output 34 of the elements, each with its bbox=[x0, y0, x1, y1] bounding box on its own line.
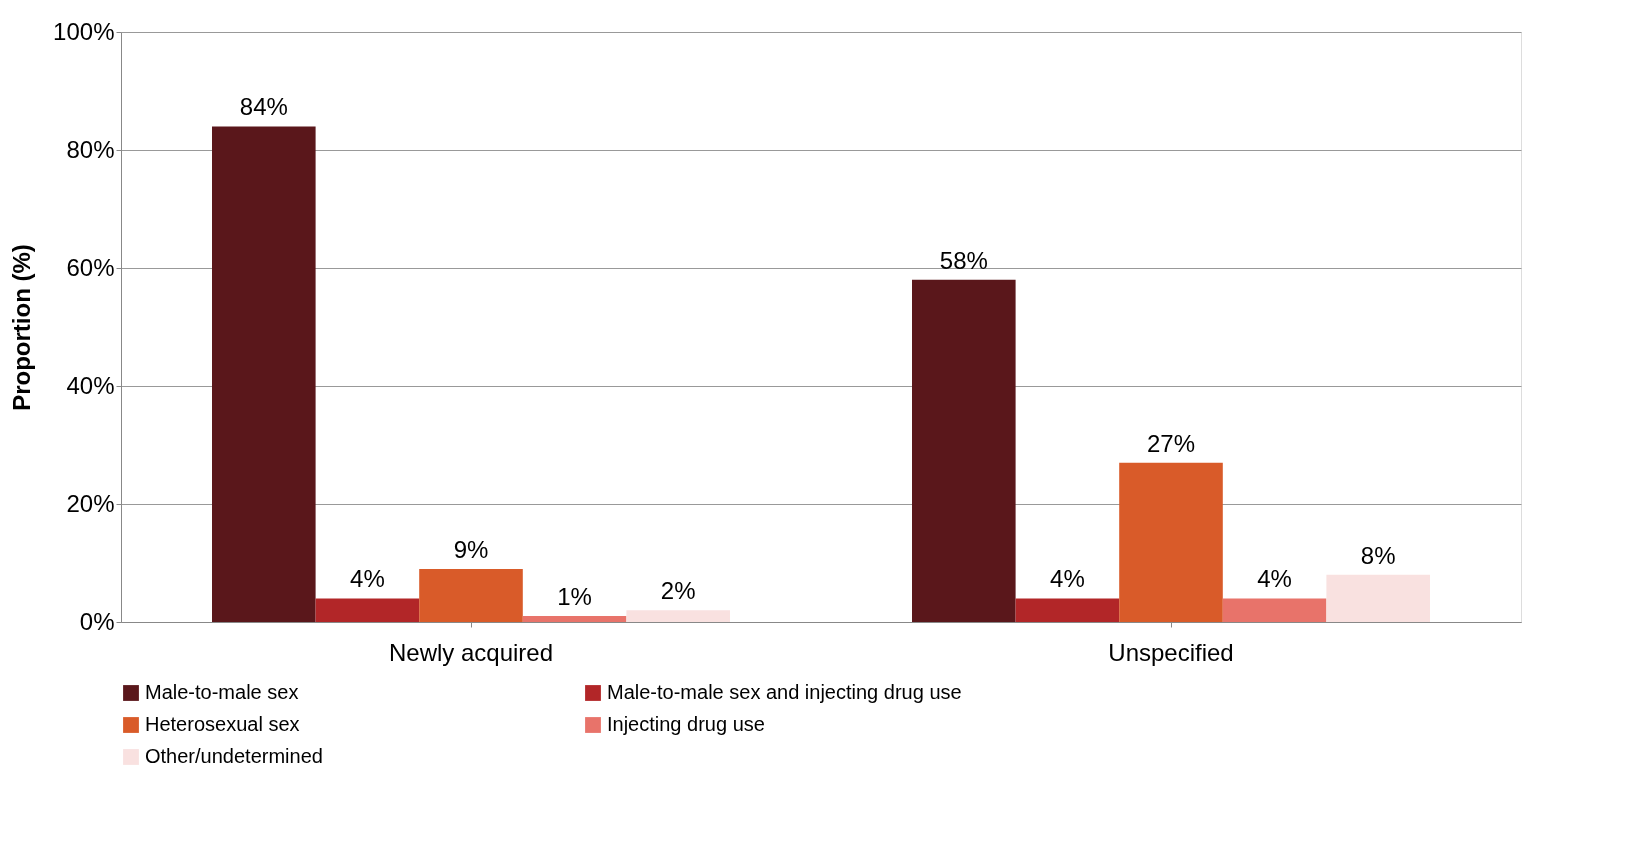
y-axis-title: Proportion (%) bbox=[8, 244, 36, 411]
x-tick-label: Newly acquired bbox=[388, 638, 554, 666]
bar bbox=[1222, 598, 1327, 622]
data-label: 2% bbox=[660, 577, 696, 605]
x-tick-label: Unspecified bbox=[1108, 638, 1234, 666]
data-label: 58% bbox=[939, 246, 988, 274]
bar bbox=[315, 598, 420, 622]
legend-label: Other/undetermined bbox=[145, 745, 323, 767]
bar bbox=[419, 568, 523, 622]
legend-label: Male-to-male sex and injecting drug use bbox=[607, 681, 962, 703]
y-tick-label: 40% bbox=[66, 371, 115, 399]
y-tick-label: 60% bbox=[66, 253, 115, 281]
legend-label: Injecting drug use bbox=[607, 713, 765, 735]
y-tick-label: 100% bbox=[53, 17, 115, 45]
data-label: 4% bbox=[350, 565, 385, 593]
y-tick-label: 80% bbox=[66, 135, 115, 163]
bar bbox=[1015, 598, 1120, 622]
data-label: 9% bbox=[453, 535, 489, 563]
y-tick-label: 20% bbox=[66, 489, 115, 517]
bar bbox=[1326, 574, 1430, 622]
data-label: 4% bbox=[1050, 565, 1085, 593]
y-tick-label: 0% bbox=[79, 607, 115, 635]
bar bbox=[1119, 462, 1223, 622]
data-label: 1% bbox=[557, 583, 592, 611]
bar bbox=[522, 616, 627, 622]
legend-label: Male-to-male sex bbox=[145, 681, 299, 703]
legend-label: Heterosexual sex bbox=[145, 713, 300, 735]
data-label: 27% bbox=[1146, 429, 1196, 457]
data-label: 84% bbox=[239, 93, 288, 121]
bar bbox=[212, 126, 316, 622]
bar bbox=[912, 279, 1016, 622]
data-label: 4% bbox=[1257, 565, 1292, 593]
bar bbox=[626, 610, 730, 622]
data-label: 8% bbox=[1360, 541, 1396, 569]
